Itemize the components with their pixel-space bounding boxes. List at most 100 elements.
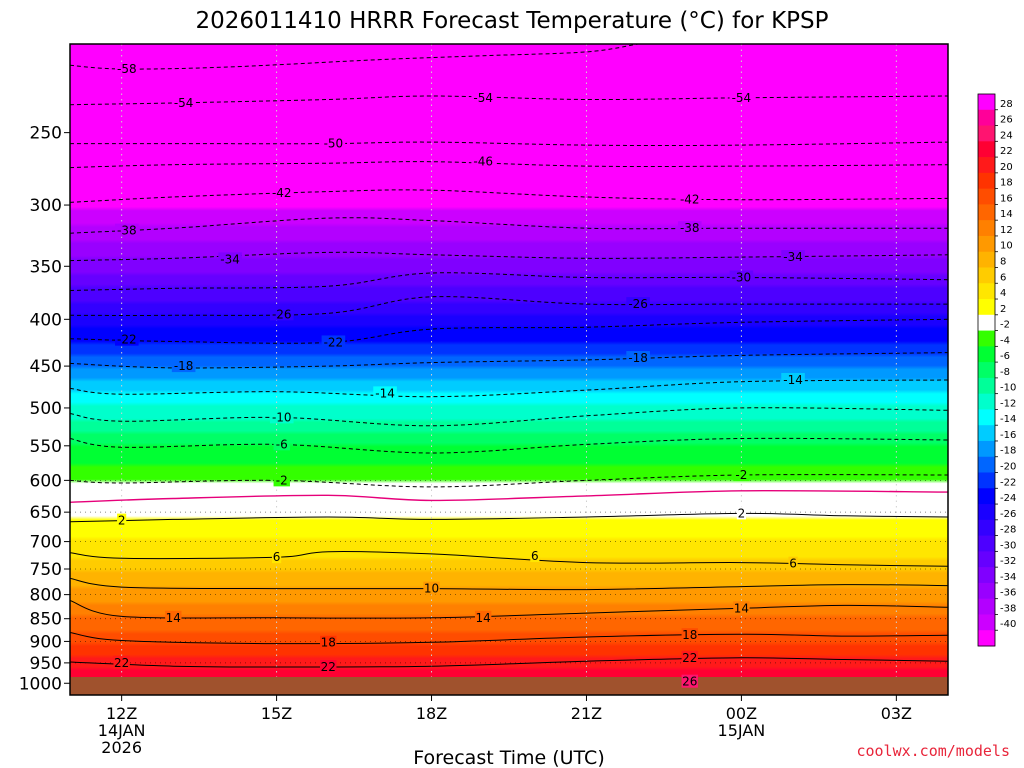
x-tick-label: 18Z	[416, 704, 447, 723]
x-axis-title: Forecast Time (UTC)	[413, 747, 604, 768]
contour-label-bg	[269, 410, 294, 424]
y-tick-label: 600	[30, 471, 62, 491]
contour-line-minus-42	[70, 189, 948, 203]
colorbar-swatch	[978, 220, 995, 237]
colorbar-swatch	[978, 567, 995, 584]
contour-label-bg	[115, 332, 139, 346]
contour-line-minus-30	[70, 272, 948, 291]
x-tick-label: 15JAN	[718, 721, 766, 740]
colorbar-swatch	[978, 235, 995, 253]
colorbar-frame	[977, 93, 996, 647]
credit-link[interactable]: coolwx.com/models	[856, 742, 1010, 760]
colorbar-swatch	[978, 188, 995, 205]
x-tick-label: 00Z	[726, 704, 757, 723]
contour-label: -38	[680, 221, 700, 235]
contour-label: 18	[682, 628, 697, 642]
contour-label-bg	[781, 250, 805, 264]
plot-frame	[69, 43, 949, 696]
contour-line-minus-50	[70, 141, 948, 147]
contour-label-bg	[113, 655, 130, 669]
contour-label-bg	[677, 221, 702, 235]
colorbar-label: -14	[1000, 414, 1016, 425]
colorbar-swatch	[978, 141, 995, 158]
colorbar-swatch	[978, 519, 995, 537]
contour-label-bg	[681, 650, 698, 664]
contour-label: -58	[117, 62, 137, 76]
colorbar-swatch	[978, 94, 995, 111]
contour-label-bg	[269, 307, 294, 321]
contour-label: 6	[789, 557, 797, 571]
contour-line-minus-22	[70, 318, 948, 344]
contour-line-minus-10	[70, 407, 948, 427]
contour-label: 2	[738, 506, 746, 520]
y-tick-label: 450	[30, 357, 62, 377]
contour-label: 2	[118, 514, 126, 528]
contour-line-minus-6	[70, 437, 948, 454]
colorbar-swatch	[978, 535, 995, 552]
contour-label-bg	[729, 270, 754, 284]
colorbar-label: -12	[1000, 398, 1016, 409]
contour-line-18	[70, 632, 948, 645]
colorbar-label: 8	[1000, 256, 1006, 267]
temperature-field	[70, 44, 948, 695]
contour-label: -10	[272, 410, 292, 424]
plot-area: -58 -54 -54 -54 -50 -46 -42 -42 -38 -38 -34 -34 -30 -…	[69, 43, 949, 696]
contour-label-bg	[781, 372, 805, 386]
contour-label-bg	[373, 386, 397, 400]
colorbar-swatch	[978, 314, 995, 332]
colorbar-label: 18	[1000, 178, 1013, 189]
colorbar-label: -16	[1000, 430, 1016, 441]
colorbar-label: -40	[1000, 619, 1016, 630]
chart-title: 2026011410 HRRR Forecast Temperature (°C…	[195, 8, 828, 34]
contour-label: -2	[735, 468, 747, 482]
x-tick-label: 12Z	[106, 704, 137, 723]
contour-label-bg	[115, 223, 139, 237]
contour-label-bg	[733, 601, 750, 615]
colorbar-label: -4	[1000, 335, 1010, 346]
y-tick-label: 550	[30, 437, 62, 457]
y-tick-label: 300	[30, 196, 62, 216]
contour-label: 18	[321, 636, 336, 650]
contour-label: 14	[734, 601, 749, 615]
contour-line-2	[70, 512, 948, 523]
colorbar-label: 6	[1000, 272, 1006, 283]
contour-label: -6	[276, 437, 288, 451]
contour-label-bg	[165, 610, 182, 624]
contour-label-bg	[218, 252, 242, 266]
contour-label-bg	[729, 90, 754, 104]
colorbar-swatch	[978, 598, 995, 615]
y-tick-label: 700	[30, 533, 62, 553]
contour-label: -26	[628, 297, 648, 311]
contour-label-bg	[117, 513, 127, 527]
contour-label: -14	[375, 386, 395, 400]
colorbar-swatch	[978, 551, 995, 568]
colorbar-swatch	[978, 377, 995, 395]
colorbar-label: -32	[1000, 556, 1016, 567]
colorbar-label: 28	[1000, 99, 1013, 110]
contour-label: -26	[272, 307, 292, 321]
contour-label-bg	[736, 506, 747, 520]
contour-label: -42	[680, 193, 700, 207]
contour-label-bg	[788, 556, 798, 570]
contour-label: 22	[114, 656, 129, 670]
contour-label-bg	[115, 62, 139, 76]
y-tick-label: 850	[30, 610, 62, 630]
colorbar-label: -6	[1000, 351, 1010, 362]
contour-label: -30	[732, 270, 752, 284]
contour-label-bg	[321, 335, 346, 349]
contour-label: -54	[174, 96, 194, 110]
contour-label: 10	[424, 582, 439, 596]
colorbar-label: -38	[1000, 603, 1016, 614]
x-tick-label: 14JAN	[98, 721, 146, 740]
colorbar-swatch	[978, 472, 995, 489]
colorbar-swatch	[978, 330, 995, 347]
contour-line-10	[70, 577, 948, 591]
contour-line-minus-46	[70, 161, 948, 169]
colorbar-label: 10	[1000, 241, 1013, 252]
y-tick-label: 350	[30, 257, 62, 277]
colorbar-swatch	[978, 614, 995, 631]
contour-label-bg	[681, 628, 698, 642]
colorbar-swatch	[978, 440, 995, 458]
